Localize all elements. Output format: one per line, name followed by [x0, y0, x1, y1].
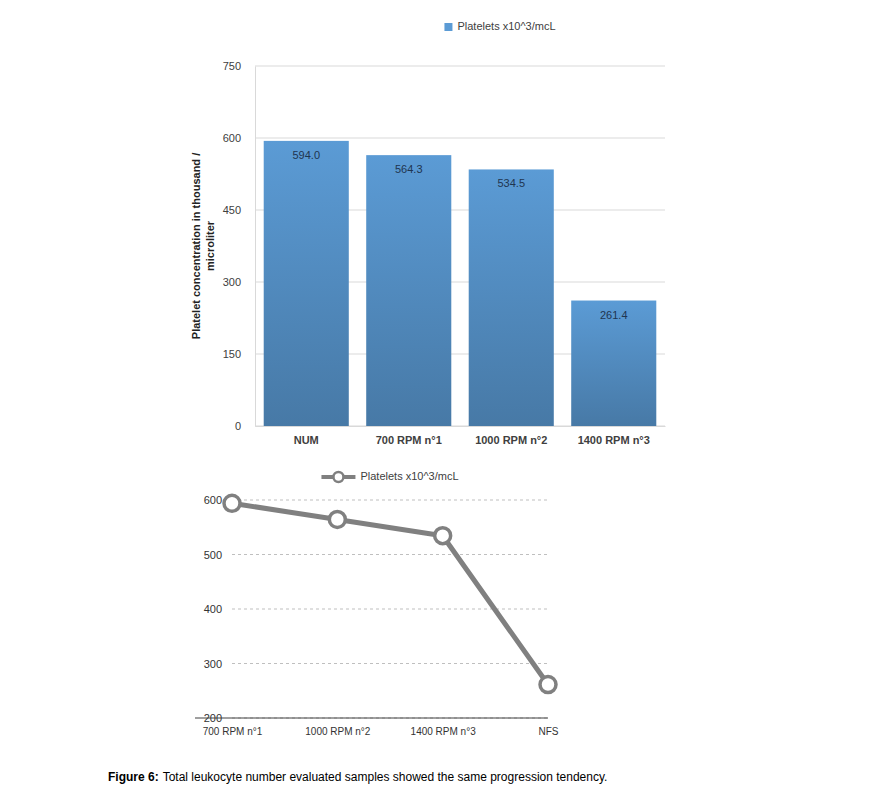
tick-label: 700 RPM n°1	[376, 434, 442, 446]
tick-label: 750	[223, 60, 241, 72]
axis: 700 RPM n°1 1000 RPM n°2 1400 RPM n°3 NFS	[195, 718, 559, 737]
tick: 300	[204, 658, 228, 670]
tick-label: 300	[223, 276, 241, 288]
axis-line	[228, 501, 229, 719]
axis: NUM 700 RPM n°1 1000 RPM n°2 1400 RPM n°3	[256, 426, 666, 446]
tick: 1400 RPM n°3	[411, 718, 477, 737]
grid	[232, 500, 548, 718]
line	[232, 503, 548, 684]
marker	[329, 511, 345, 527]
data-labels: 594.0 564.3 534.5 261.4	[292, 149, 627, 321]
bar	[469, 169, 554, 426]
tick-label: 1400 RPM n°3	[411, 726, 477, 737]
grid	[255, 66, 665, 426]
marker	[224, 495, 240, 511]
tick-label: 300	[204, 658, 222, 670]
figure: 0 150 300 450 600 750 NUM 700 RPM n°1 1000 RPM n…	[0, 0, 884, 791]
tick-label: 1400 RPM n°3	[578, 434, 650, 446]
caption-text: Total leukocyte number evaluated samples…	[163, 770, 608, 784]
tick: 500	[204, 549, 228, 561]
tick: 400	[204, 603, 228, 615]
bars	[264, 141, 657, 426]
tick: 150	[223, 348, 255, 360]
bar	[366, 155, 451, 426]
tick-label: 500	[204, 549, 222, 561]
tick-label: 0	[235, 420, 241, 432]
axis-title: Platelet concentration in thousand /micr…	[190, 153, 216, 339]
grid-line	[232, 500, 548, 501]
legend-label: Platelets x10^3/mcL	[360, 470, 458, 482]
tick: 300	[223, 276, 255, 288]
legend-label: Platelets x10^3/mcL	[457, 20, 555, 32]
axis-line	[255, 67, 256, 427]
tick-label: 450	[223, 204, 241, 216]
chart: 200300400500600700 RPM n°11000 RPM n°214…	[195, 470, 559, 737]
data-label: 261.4	[600, 309, 628, 321]
caption-label: Figure 6:	[108, 770, 159, 784]
tick-label: 1000 RPM n°2	[475, 434, 547, 446]
tick: 700 RPM n°1	[376, 426, 442, 446]
tick: NUM	[294, 426, 319, 446]
legend-item: Platelets x10^3/mcL	[321, 470, 458, 482]
legend-item: Platelets x10^3/mcL	[444, 20, 555, 32]
tick: 700 RPM n°1	[203, 718, 263, 737]
legend-key	[444, 23, 452, 31]
tick: 1000 RPM n°2	[475, 426, 547, 446]
tick-label: 150	[223, 348, 241, 360]
data-label: 564.3	[395, 163, 423, 175]
bar	[264, 141, 349, 426]
grid-line	[232, 663, 548, 664]
data-label: 594.0	[292, 149, 320, 161]
tick: NFS	[539, 718, 559, 737]
tick-label: 400	[204, 603, 222, 615]
legend-key	[333, 472, 343, 482]
grid-line	[232, 554, 548, 555]
grid-line	[255, 66, 665, 67]
grid-line	[232, 609, 548, 610]
tick-label: 1000 RPM n°2	[305, 726, 371, 737]
tick: 0	[235, 420, 255, 432]
axis: 200300400500600	[204, 494, 229, 724]
tick: 1000 RPM n°2	[305, 718, 371, 737]
marker	[540, 677, 556, 693]
legend: Platelets x10^3/mcL	[444, 20, 555, 32]
tick: 600	[223, 132, 255, 144]
tick-label: NUM	[294, 434, 319, 446]
tick-label: NFS	[539, 726, 559, 737]
axis-line	[195, 718, 548, 719]
chart: 0 150 300 450 600 750 NUM 700 RPM n°1 1000 RPM n…	[190, 20, 666, 446]
data-label: 534.5	[497, 177, 525, 189]
tick-label: 700 RPM n°1	[203, 726, 263, 737]
legend: Platelets x10^3/mcL	[321, 470, 458, 482]
axis-line	[256, 426, 666, 427]
grid-line	[255, 138, 665, 139]
tick-label: 600	[204, 494, 222, 506]
series	[224, 495, 556, 692]
tick-label: 600	[223, 132, 241, 144]
tick: 450	[223, 204, 255, 216]
tick: 750	[223, 60, 255, 72]
bar	[571, 301, 656, 426]
axis: 0 150 300 450 600 750	[223, 60, 256, 432]
marker	[435, 528, 451, 544]
caption: Figure 6: Total leukocyte number evaluate…	[108, 770, 607, 784]
tick: 1400 RPM n°3	[578, 426, 650, 446]
